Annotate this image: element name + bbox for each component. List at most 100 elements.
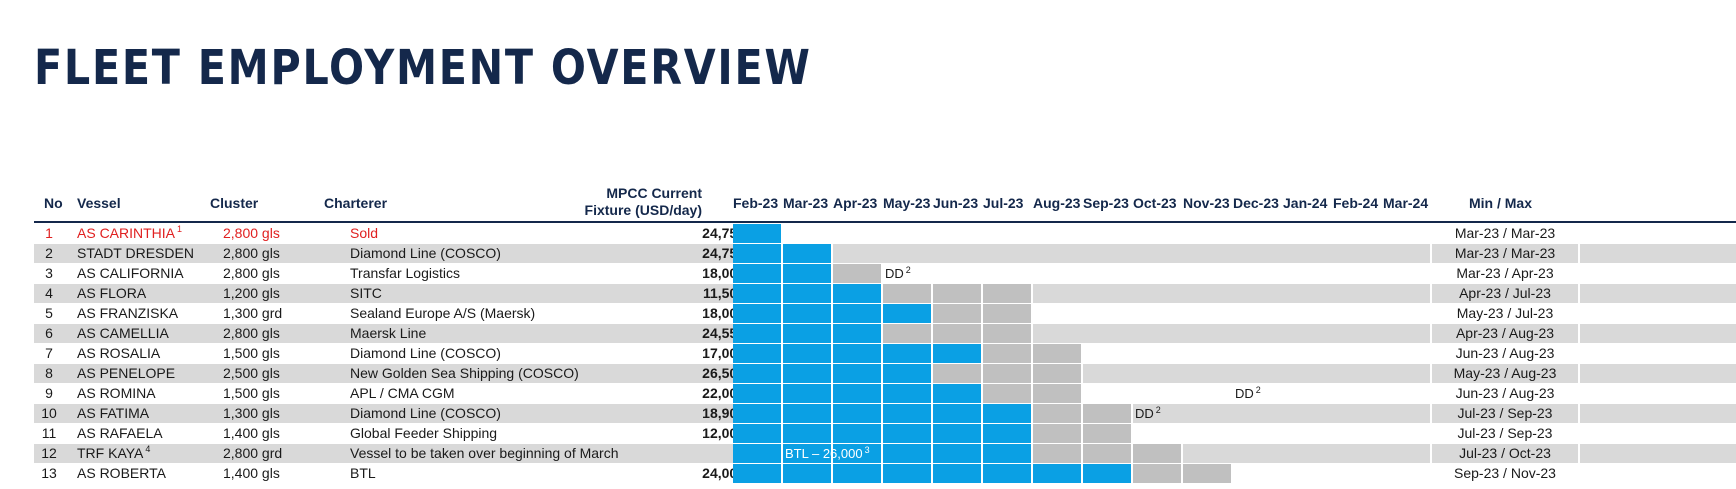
charterer: New Golden Sea Shipping (COSCO) xyxy=(350,365,579,381)
minmax-cell-bg xyxy=(1430,344,1580,363)
month-header: Aug-23 xyxy=(1033,195,1081,211)
month-header: Oct-23 xyxy=(1133,195,1177,211)
employment-bar: BTL – 26,000 3 xyxy=(733,444,1433,463)
firm-period-block xyxy=(833,284,883,303)
employment-bar xyxy=(733,224,1433,243)
table-row: 9 AS ROMINA 1,500 gls APL / CMA CGM 22,000 DD… xyxy=(34,384,1736,403)
option-period-block xyxy=(883,324,933,343)
table-row: 3 AS CALIFORNIA 2,800 gls Transfar Logistic… xyxy=(34,264,1736,283)
charterer: APL / CMA CGM xyxy=(350,385,455,401)
cluster: 1,400 gls xyxy=(223,465,280,481)
firm-period-block xyxy=(733,424,783,443)
min-max-range: Jul-23 / Oct-23 xyxy=(1459,445,1551,461)
fixture-rate: 11,500 xyxy=(702,285,745,301)
vessel-label: AS RAFAELA xyxy=(77,425,163,441)
charterer: Vessel to be taken over beginning of Mar… xyxy=(350,445,619,461)
min-max-range: Jul-23 / Sep-23 xyxy=(1457,425,1553,441)
table-row: 5 AS FRANZISKA 1,300 grd Sealand Europe A/S… xyxy=(34,304,1736,323)
vessel-name: AS ROSALIA xyxy=(77,344,160,363)
fixture-rate: 24,550 xyxy=(702,325,745,341)
firm-period-block xyxy=(783,304,833,323)
minmax-cell-bg xyxy=(1430,324,1580,343)
firm-period-block xyxy=(733,264,783,283)
month-header: Sep-23 xyxy=(1083,195,1129,211)
option-period-block xyxy=(1133,444,1183,463)
firm-period-block xyxy=(783,264,833,283)
min-max-range: Mar-23 / Mar-23 xyxy=(1454,225,1556,241)
min-max-range: Jun-23 / Aug-23 xyxy=(1455,385,1555,401)
min-max-range: Apr-23 / Jul-23 xyxy=(1459,285,1551,301)
min-max-range: Mar-23 / Apr-23 xyxy=(1456,265,1554,281)
min-max-range: Jun-23 / Aug-23 xyxy=(1455,345,1555,361)
fixture-rate: 18,000 xyxy=(702,265,745,281)
employment-bar xyxy=(733,304,1433,323)
firm-period-block xyxy=(883,304,933,323)
fixture-rate: 17,000 xyxy=(702,345,745,361)
option-period-block xyxy=(1133,464,1183,483)
option-period-block xyxy=(1033,344,1083,363)
gantt-annotation: BTL – 26,000 3 xyxy=(785,444,870,463)
vessel-name: AS ROBERTA xyxy=(77,464,166,483)
firm-period-block xyxy=(933,444,983,463)
minmax-cell-bg xyxy=(1430,224,1580,243)
firm-period-block xyxy=(883,344,933,363)
col-header-vessel: Vessel xyxy=(77,195,121,211)
firm-period-block xyxy=(933,404,983,423)
min-max-range: Sep-23 / Nov-23 xyxy=(1454,465,1556,481)
employment-bar: DD 2 xyxy=(733,264,1433,283)
option-period-block xyxy=(983,284,1033,303)
firm-period-block xyxy=(833,464,883,483)
firm-period-block xyxy=(783,424,833,443)
firm-period-block xyxy=(783,464,833,483)
table-row: 7 AS ROSALIA 1,500 gls Diamond Line (COSCO)… xyxy=(34,344,1736,363)
vessel-label: AS CAMELLIA xyxy=(77,325,169,341)
row-no: 6 xyxy=(45,325,53,341)
firm-period-block xyxy=(983,424,1033,443)
charterer: Maersk Line xyxy=(350,325,427,341)
cluster: 1,300 gls xyxy=(223,405,280,421)
cluster: 2,800 gls xyxy=(223,325,280,341)
fixture-rate: 22,000 xyxy=(702,385,745,401)
cluster: 2,500 gls xyxy=(223,365,280,381)
employment-bar: DD 2 xyxy=(733,404,1433,423)
row-no: 2 xyxy=(45,245,53,261)
firm-period-block xyxy=(833,304,883,323)
row-no: 5 xyxy=(45,305,53,321)
firm-period-block xyxy=(1083,464,1133,483)
header-divider xyxy=(34,221,1736,223)
firm-period-block xyxy=(783,404,833,423)
vessel-label: TRF KAYA xyxy=(77,445,144,461)
table-row: 11 AS RAFAELA 1,400 gls Global Feeder Shipp… xyxy=(34,424,1736,443)
charterer: SITC xyxy=(350,285,382,301)
firm-period-block xyxy=(933,344,983,363)
option-period-block xyxy=(1033,444,1083,463)
firm-period-block xyxy=(883,384,933,403)
cluster: 1,200 gls xyxy=(223,285,280,301)
month-header: Mar-23 xyxy=(783,195,829,211)
vessel-name: AS FRANZISKA xyxy=(77,304,178,323)
firm-period-block xyxy=(733,384,783,403)
option-period-block xyxy=(933,304,983,323)
charterer: Diamond Line (COSCO) xyxy=(350,405,501,421)
footnote-marker: 2 xyxy=(905,264,911,275)
firm-period-block xyxy=(933,384,983,403)
page-title: FLEET EMPLOYMENT OVERVIEW xyxy=(34,40,812,96)
footnote-marker: 1 xyxy=(177,224,183,235)
firm-period-block xyxy=(883,424,933,443)
vessel-label: AS CARINTHIA xyxy=(77,225,176,241)
table-row: 6 AS CAMELLIA 2,800 gls Maersk Line 24,550 Ap… xyxy=(34,324,1736,343)
vessel-label: AS ROSALIA xyxy=(77,345,161,361)
footnote-marker: 2 xyxy=(1255,384,1261,395)
month-header: Feb-23 xyxy=(733,195,779,211)
gantt-annotation: DD 2 xyxy=(1135,404,1161,423)
firm-period-block xyxy=(883,444,933,463)
min-max-range: May-23 / Jul-23 xyxy=(1456,305,1554,321)
employment-bar xyxy=(733,284,1433,303)
vessel-label: AS CALIFORNIA xyxy=(77,265,184,281)
charterer: Diamond Line (COSCO) xyxy=(350,345,501,361)
firm-period-block xyxy=(833,424,883,443)
employment-bar xyxy=(733,244,1433,263)
row-no: 7 xyxy=(45,345,53,361)
firm-period-block xyxy=(933,424,983,443)
firm-period-block xyxy=(1033,464,1083,483)
